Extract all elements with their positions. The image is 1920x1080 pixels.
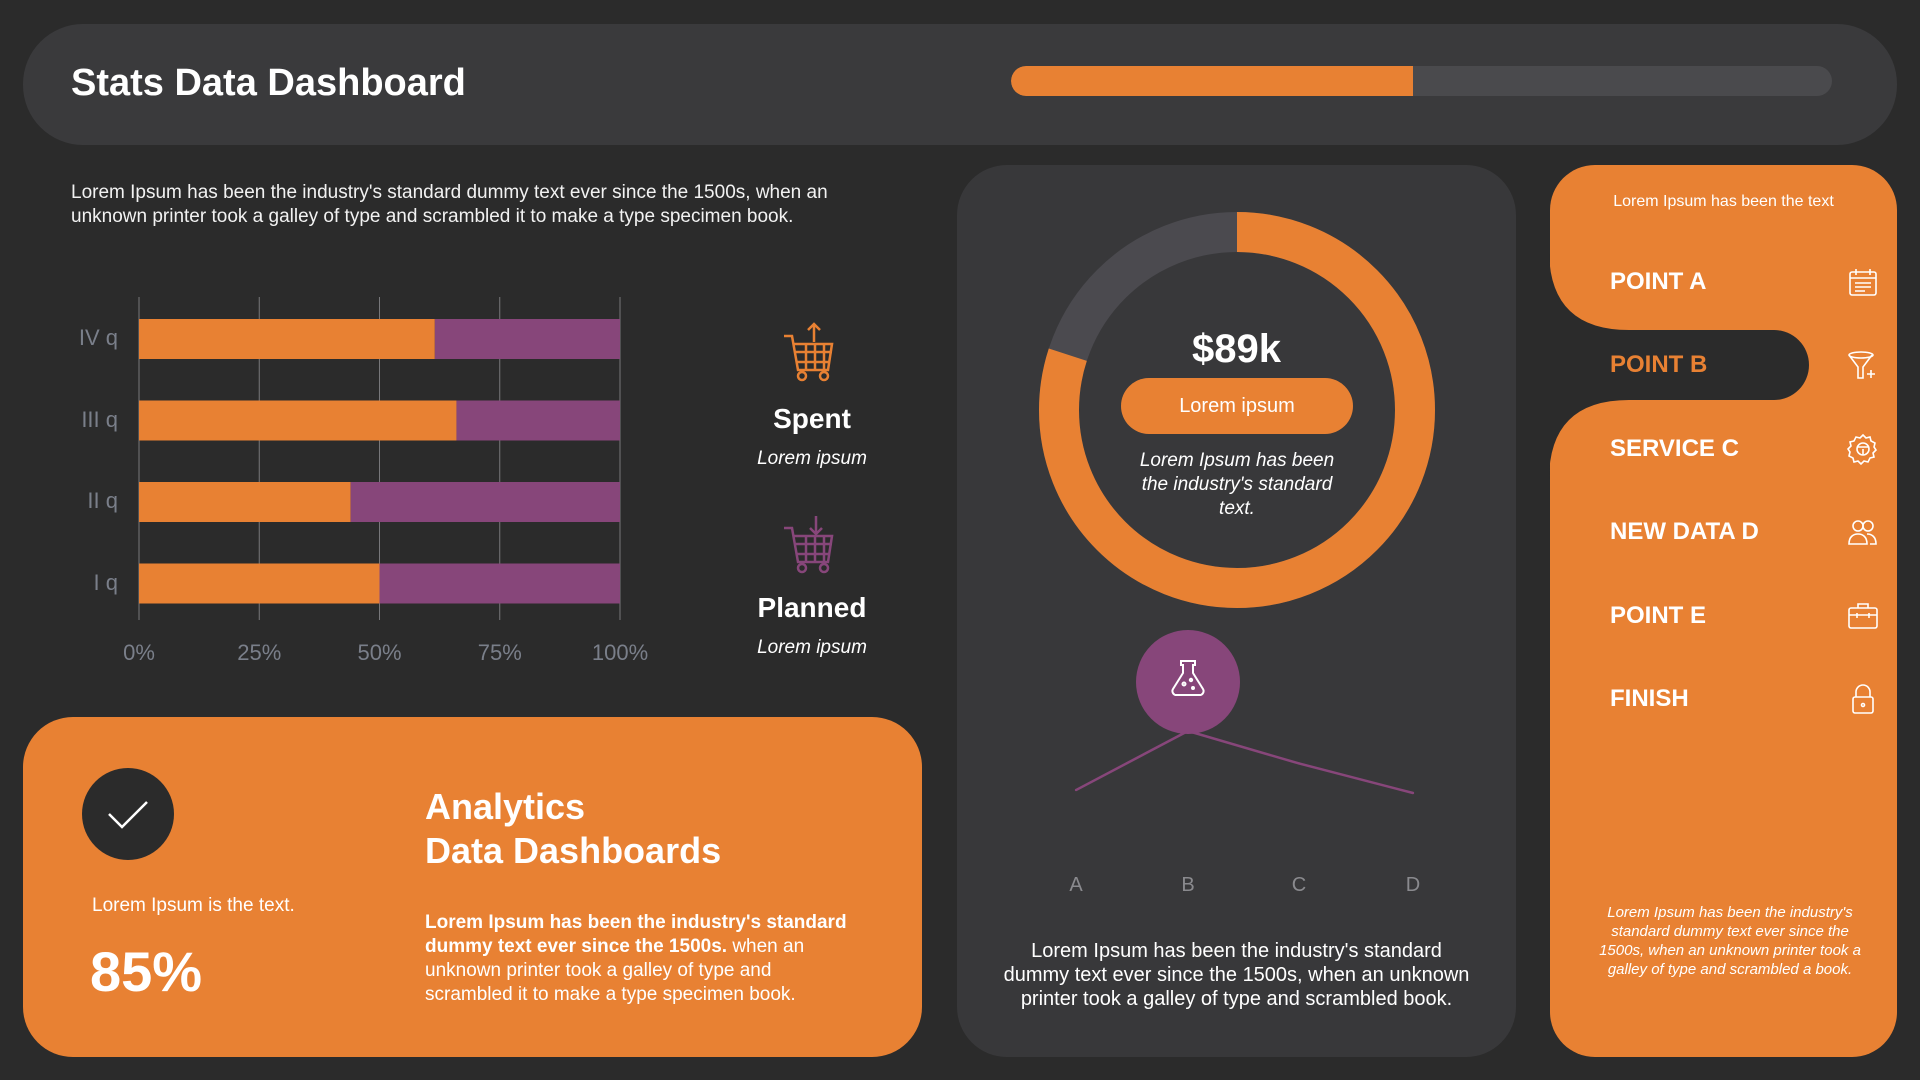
navigation-panel: Lorem Ipsum has been the text POINT A POI… bbox=[1549, 165, 1897, 1057]
nav-item-label: SERVICE C bbox=[1610, 435, 1739, 462]
analytics-body: Lorem Ipsum has been the industry's stan… bbox=[425, 911, 855, 1007]
legend-spent-sub: Lorem ipsum bbox=[757, 448, 867, 469]
y-axis-label: II q bbox=[87, 488, 118, 513]
donut-value: $89k bbox=[1192, 327, 1281, 371]
analytics-card: Lorem Ipsum is the text. 85% Analytics D… bbox=[23, 717, 922, 1057]
panel-footer: Lorem Ipsum has been the industry's stan… bbox=[1599, 904, 1861, 978]
line-x-label: A bbox=[1069, 874, 1083, 896]
toolbox-icon bbox=[1848, 603, 1878, 629]
lock-icon bbox=[1852, 684, 1874, 714]
active-tab-shape bbox=[1549, 250, 1809, 480]
line-series bbox=[1075, 729, 1414, 795]
users-icon bbox=[1848, 520, 1877, 545]
bar-spent bbox=[139, 482, 351, 522]
bar-planned bbox=[434, 319, 620, 359]
line-x-label: B bbox=[1181, 874, 1195, 896]
line-x-label: C bbox=[1291, 874, 1307, 896]
analytics-body-text: when an unknown printer took a galley of… bbox=[425, 936, 805, 1005]
legend-planned-title: Planned bbox=[757, 592, 867, 623]
nav-item-service-c[interactable]: SERVICE C bbox=[1610, 429, 1880, 469]
nav-item-label: NEW DATA D bbox=[1610, 518, 1759, 545]
x-tick-label: 50% bbox=[357, 640, 402, 665]
header-bar: Stats Data Dashboard bbox=[23, 24, 1897, 145]
y-axis-label: I q bbox=[93, 569, 118, 595]
bar-chart bbox=[138, 297, 621, 620]
analytics-percent: 85% bbox=[90, 940, 203, 1003]
check-icon bbox=[82, 768, 174, 860]
x-tick-label: 100% bbox=[591, 640, 649, 665]
cart-up-icon bbox=[784, 322, 834, 382]
donut-and-line-chart bbox=[1039, 212, 1435, 795]
intro-text: Lorem Ipsum has been the industry's stan… bbox=[71, 182, 828, 227]
analytics-title-line2: Data Dashboards bbox=[425, 830, 722, 871]
analytics-caption: Lorem Ipsum is the text. bbox=[92, 895, 295, 916]
calendar-icon bbox=[1849, 269, 1877, 296]
progress-fill bbox=[1011, 66, 1414, 96]
gear-steering-icon bbox=[1846, 433, 1878, 466]
line-point bbox=[1297, 762, 1301, 765]
summary-card: $89k Lorem ipsum Lorem Ipsum has been th… bbox=[957, 165, 1516, 1057]
y-axis-label: IV q bbox=[78, 325, 118, 350]
flask-icon bbox=[1171, 660, 1205, 697]
nav-item-point-a[interactable]: POINT A bbox=[1610, 262, 1880, 302]
donut-text: Lorem Ipsum has been the industry's stan… bbox=[1139, 450, 1335, 519]
legend-planned-sub: Lorem ipsum bbox=[757, 637, 867, 658]
analytics-body-bold: Lorem Ipsum has been the industry's stan… bbox=[425, 912, 847, 957]
donut-progress-arc bbox=[1039, 212, 1435, 608]
nav-item-label: POINT E bbox=[1610, 602, 1707, 629]
line-point bbox=[1411, 791, 1415, 795]
cart-down-icon bbox=[784, 516, 834, 574]
bar-spent bbox=[139, 400, 457, 441]
middle-text: Lorem Ipsum has been the industry's stan… bbox=[1003, 940, 1470, 1010]
panel-header: Lorem Ipsum has been the text bbox=[1613, 193, 1834, 210]
nav-item-point-b[interactable]: POINT B bbox=[1610, 345, 1880, 385]
nav-item-label: POINT B bbox=[1610, 351, 1708, 378]
bar-planned bbox=[350, 482, 620, 522]
x-tick-label: 0% bbox=[123, 640, 155, 665]
nav-item-new-data-d[interactable]: NEW DATA D bbox=[1610, 512, 1880, 552]
line-point bbox=[1074, 788, 1078, 792]
nav-item-finish[interactable]: FINISH bbox=[1610, 679, 1880, 719]
funnel-plus-icon bbox=[1848, 351, 1875, 379]
nav-item-point-e[interactable]: POINT E bbox=[1610, 596, 1880, 636]
donut-button[interactable]: Lorem ipsum bbox=[1121, 378, 1353, 434]
line-x-label: D bbox=[1405, 874, 1421, 896]
x-tick-label: 75% bbox=[477, 640, 522, 665]
bar-planned bbox=[379, 563, 620, 604]
bar-spent bbox=[139, 563, 380, 604]
page-title: Stats Data Dashboard bbox=[71, 62, 466, 104]
legend-spent-title: Spent bbox=[773, 403, 851, 434]
analytics-title: Analytics Data Dashboards bbox=[425, 785, 721, 873]
y-axis-label: III q bbox=[81, 406, 118, 432]
analytics-title-line1: Analytics bbox=[425, 786, 586, 827]
nav-item-label: POINT A bbox=[1610, 268, 1707, 295]
x-tick-label: 25% bbox=[237, 640, 282, 665]
bar-spent bbox=[139, 319, 435, 359]
progress-bar bbox=[1011, 66, 1832, 96]
flask-badge bbox=[1136, 630, 1240, 734]
bar-planned bbox=[456, 400, 620, 441]
nav-item-label: FINISH bbox=[1610, 685, 1689, 712]
